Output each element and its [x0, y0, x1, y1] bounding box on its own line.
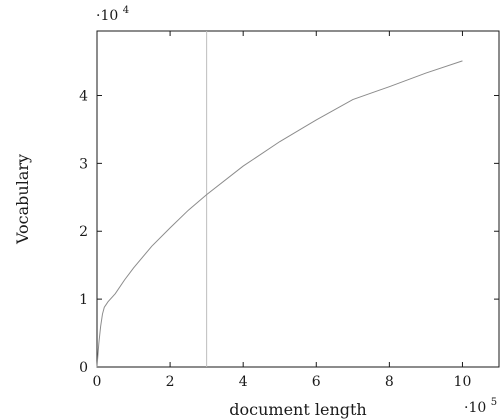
plot-frame	[96, 30, 500, 368]
y-tick-label: 3	[79, 156, 88, 172]
x-axis-scale-label: ·10 5	[464, 397, 497, 416]
x-tick-label: 2	[166, 374, 175, 390]
x-tick-labels: 0 2 4 6 8 10	[93, 374, 472, 390]
y-tick-label: 2	[79, 224, 88, 240]
x-axis-label: document length	[229, 400, 366, 419]
vocabulary-curve	[96, 60, 463, 368]
x-scale-base: ·10	[464, 400, 486, 416]
y-tick-labels: 0 1 2 3 4	[79, 88, 88, 376]
x-tick-label: 6	[312, 374, 321, 390]
x-tick-label: 0	[93, 374, 102, 390]
x-tick-label: 10	[454, 374, 472, 390]
y-tick-label: 0	[79, 360, 88, 376]
x-tick-label: 8	[385, 374, 394, 390]
y-axis-label: Vocabulary	[13, 154, 32, 245]
y-tick-label: 4	[79, 88, 88, 104]
y-scale-base: ·10	[96, 8, 118, 24]
y-axis-ticks	[97, 94, 499, 368]
y-tick-label: 1	[79, 292, 88, 308]
x-tick-label: 4	[239, 374, 248, 390]
y-scale-exponent: 4	[123, 5, 129, 16]
x-scale-exponent: 5	[491, 397, 497, 408]
x-axis-ticks	[96, 31, 463, 367]
y-axis-scale-label: ·10 4	[96, 5, 129, 24]
